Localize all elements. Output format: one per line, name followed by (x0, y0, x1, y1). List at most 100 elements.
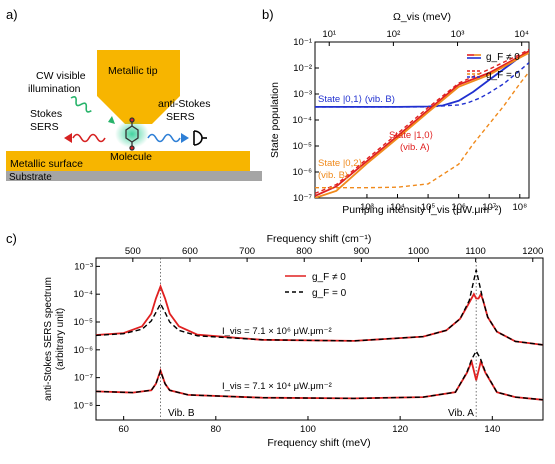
antistokes-wave (147, 133, 181, 143)
stokes-arrowhead (64, 133, 72, 143)
detector-icon (193, 130, 207, 146)
annotation-ivis-high: I_vis = 7.1 × 10⁶ μW.μm⁻² (222, 326, 332, 337)
panel-label-a: a) (6, 7, 18, 22)
plot-b-ylabel: State population (269, 82, 281, 158)
plot-b-series-2 (315, 50, 529, 197)
plot-b-xtick-label: 10³ (360, 202, 374, 213)
plot-b-ytick-label: 10⁻⁷ (293, 193, 313, 204)
plot-c-ylabel-line1: anti-Stokes SERS spectrum (43, 277, 54, 401)
plot-b-ytick-label: 10⁻⁵ (292, 141, 312, 152)
annotation-state-02-line2: (vib. B) (318, 170, 348, 181)
panel-c: c) 60 80 100 120 140 500 600 700 800 900 1000 1100 1… (6, 231, 544, 449)
annotation-vib-a: Vib. A (448, 408, 474, 419)
plot-c-x2tick-label: 600 (182, 246, 198, 257)
legend-b-dash-label: g_F = 0 (486, 70, 521, 81)
metallic-tip (97, 50, 180, 124)
plot-b-xtick-label: 10⁵ (421, 202, 436, 213)
metallic-tip-label: Metallic tip (108, 65, 158, 77)
illumination-arrowhead (108, 116, 115, 124)
plot-c-xtick-label: 60 (118, 424, 129, 435)
plot-c-series (96, 269, 543, 401)
plot-b-x2tick-label: 10³ (451, 29, 465, 40)
plot-c-x2tick-label: 800 (296, 246, 312, 257)
plot-c-x2label: Frequency shift (cm⁻¹) (267, 233, 372, 245)
legend-c-dash-label: g_F = 0 (312, 288, 347, 299)
stokes-wave (72, 133, 106, 143)
stokes-label-line2: SERS (30, 121, 59, 133)
antistokes-arrowhead (181, 133, 189, 143)
metallic-surface (6, 151, 250, 171)
substrate-label: Substrate (9, 172, 52, 183)
plot-c-ytick-label: 10⁻³ (74, 261, 93, 272)
illumination-label-line1: CW visible (36, 70, 86, 82)
legend-c-solid-label: g_F ≠ 0 (312, 272, 346, 283)
plot-c-ytick-label: 10⁻⁵ (73, 317, 93, 328)
plot-b-xtick-label: 10⁷ (482, 202, 497, 213)
antistokes-label-line2: SERS (166, 111, 195, 123)
plot-c-frame (95, 257, 544, 421)
annotation-state-01: State |0,1⟩ (vib. B) (318, 94, 395, 105)
plot-c-xtick-label: 80 (211, 424, 222, 435)
stokes-label-line1: Stokes (30, 108, 62, 120)
illumination-wave (70, 96, 92, 113)
panel-a: a) Substrate Metallic surface Metallic t… (6, 7, 262, 183)
molecule-label: Molecule (110, 151, 152, 163)
plot-c-ytick-label: 10⁻⁸ (73, 400, 93, 411)
plot-c-ytick-label: 10⁻⁷ (74, 373, 94, 384)
plot-b-legend: g_F ≠ 0 g_F = 0 (467, 52, 521, 81)
annotation-vib-b: Vib. B (168, 408, 195, 419)
plot-b-xtick-label: 10⁶ (451, 202, 466, 213)
plot-c-series-3 (96, 349, 543, 401)
plot-c-series-1 (96, 269, 543, 346)
annotation-state-10-line2: (vib. A) (400, 142, 430, 153)
plot-b-series-1 (315, 62, 529, 108)
plot-c-x2tick-label: 1200 (522, 246, 543, 257)
plot-c-x2tick-label: 900 (353, 246, 369, 257)
panel-label-b: b) (262, 7, 274, 22)
molecule-icon (125, 117, 139, 151)
plot-b-x2tick-label: 10¹ (322, 29, 336, 40)
molecule-hotspot (115, 120, 149, 148)
plot-b-ytick-label: 10⁻³ (293, 89, 312, 100)
plot-b-xtick-label: 10⁸ (513, 202, 528, 213)
antistokes-label-line1: anti-Stokes (158, 98, 211, 110)
plot-c-ytick-label: 10⁻⁴ (73, 289, 93, 300)
metallic-surface-label: Metallic surface (10, 158, 83, 170)
plot-b-series-0 (315, 51, 529, 108)
plot-c-x2tick-label: 500 (125, 246, 141, 257)
plot-c-x2tick-label: 700 (239, 246, 255, 257)
plot-c-axes: 60 80 100 120 140 500 600 700 800 900 1000 1100 1200… (73, 246, 543, 435)
annotation-state-10-line1: State |1,0⟩ (389, 130, 433, 141)
plot-c-xtick-label: 120 (392, 424, 408, 435)
plot-c-xlabel: Frequency shift (meV) (267, 437, 370, 449)
legend-b-solid-label: g_F ≠ 0 (486, 52, 520, 63)
plot-b-ytick-label: 10⁻⁴ (292, 115, 312, 126)
panel-label-c: c) (6, 231, 17, 246)
plot-c-xtick-label: 100 (300, 424, 316, 435)
substrate-layer (6, 171, 262, 181)
annotation-ivis-low: I_vis = 7.1 × 10⁴ μW.μm⁻² (222, 381, 332, 392)
panel-b: b) 10³ 10⁴ 10⁵ 10⁶ 10⁷ 10⁸ 10⁻⁷ 10⁻⁶ 10⁻⁵ 10⁻⁴ 10⁻… (262, 7, 530, 216)
plot-c-x2tick-label: 1100 (465, 246, 485, 257)
plot-c-ytick-label: 10⁻⁶ (74, 345, 94, 356)
plot-c-legend: g_F ≠ 0 g_F = 0 (285, 272, 347, 299)
plot-b-series-4 (315, 52, 529, 198)
illumination-label-line2: illumination (28, 83, 81, 95)
plot-b-x2tick-label: 10⁴ (514, 29, 529, 40)
plot-c-ylabel-line2: (arbitrary unit) (55, 308, 66, 370)
plot-b-x2tick-label: 10² (387, 29, 401, 40)
annotation-state-02-line1: State |0,2⟩ (318, 158, 362, 169)
plot-b-series-3 (315, 48, 529, 195)
plot-b-axes: 10³ 10⁴ 10⁵ 10⁶ 10⁷ 10⁸ 10⁻⁷ 10⁻⁶ 10⁻⁵ 10⁻⁴ 10⁻³ 10… (292, 29, 529, 213)
plot-b-ytick-label: 10⁻⁶ (293, 167, 313, 178)
plot-b-xtick-label: 10⁴ (390, 202, 405, 213)
plot-c-x2tick-label: 1000 (408, 246, 429, 257)
plot-b-ytick-label: 10⁻¹ (293, 37, 312, 48)
plot-b-x2label: Ω_vis (meV) (393, 11, 451, 23)
plot-b-xlabel: Pumping intensity I_vis (μW.μm⁻²) (342, 204, 501, 216)
plot-b-series (315, 48, 529, 198)
plot-c-xtick-label: 140 (484, 424, 500, 435)
plot-c-vlines (160, 258, 477, 420)
